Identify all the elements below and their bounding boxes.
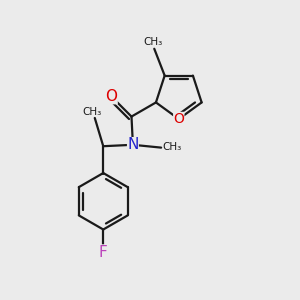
Text: F: F [99, 244, 108, 260]
Text: O: O [106, 89, 118, 104]
Text: O: O [173, 112, 184, 126]
Text: CH₃: CH₃ [82, 107, 101, 117]
Text: CH₃: CH₃ [143, 37, 162, 47]
Text: N: N [127, 137, 139, 152]
Text: CH₃: CH₃ [163, 142, 182, 152]
